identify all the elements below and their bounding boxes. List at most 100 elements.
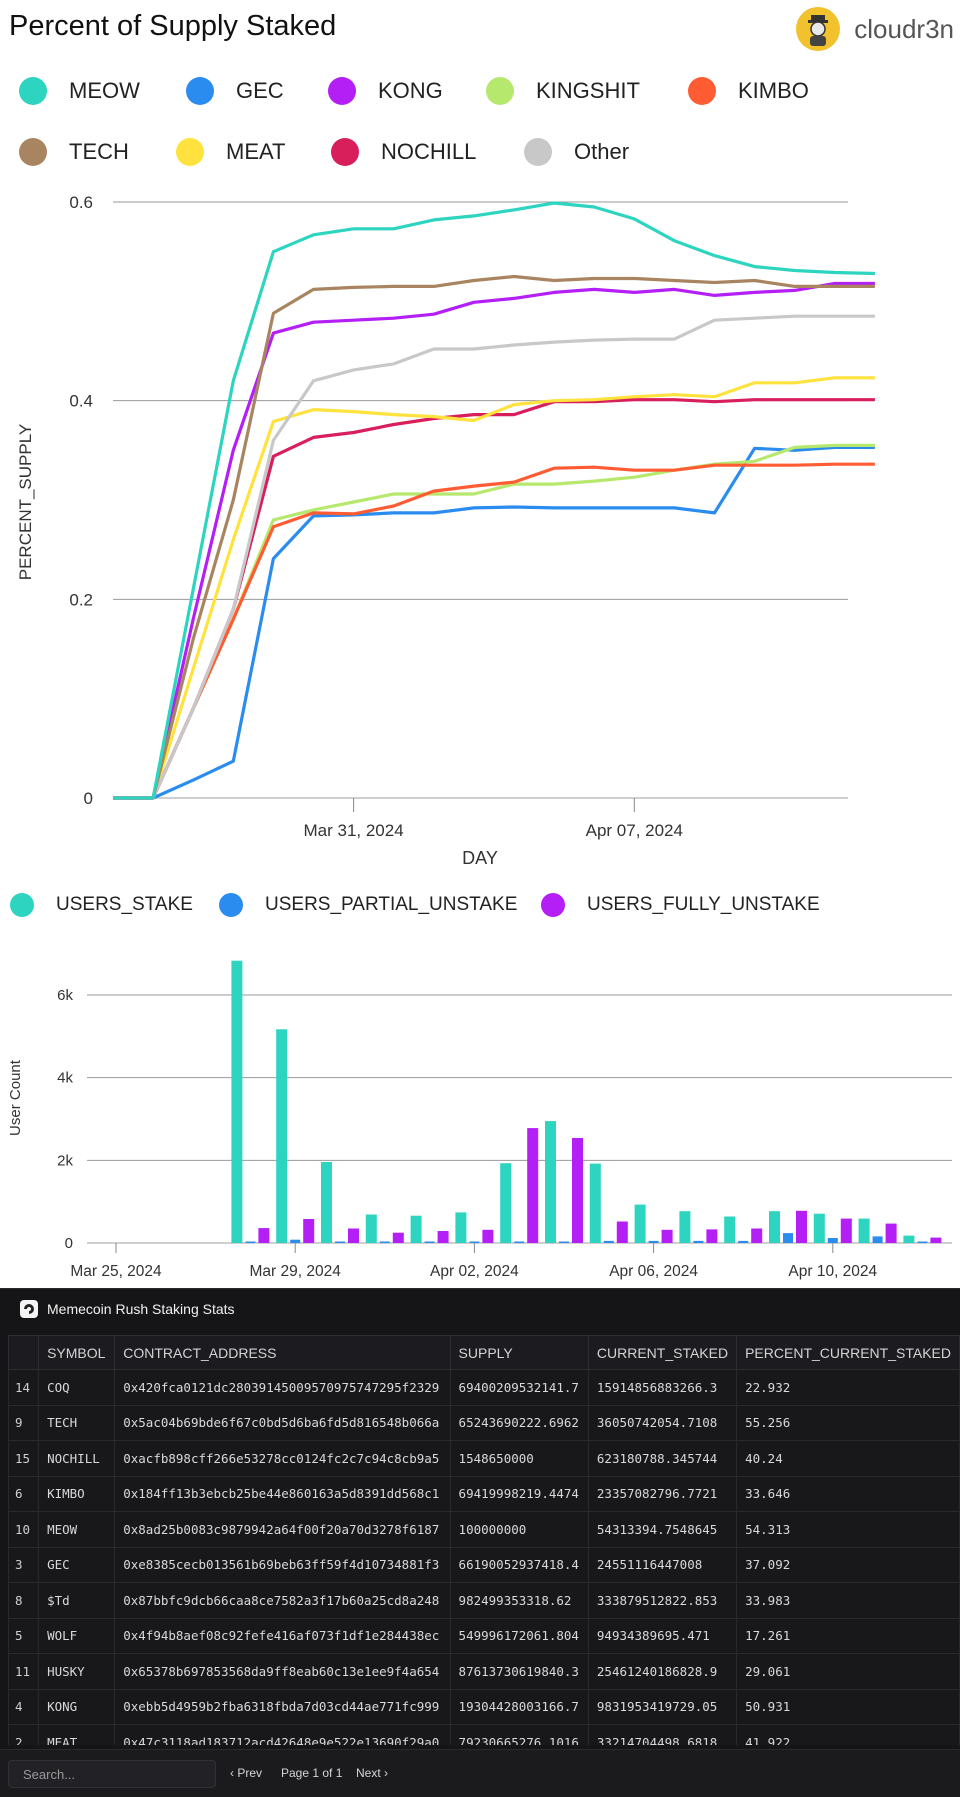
column-header[interactable]: CONTRACT_ADDRESS (114, 1335, 451, 1370)
table-row[interactable]: 5 WOLF 0x4f94b8aef08c92fefe416af073f1df1e2… (8, 1617, 960, 1654)
table-cell: 0x4f94b8aef08c92fefe416af073f1df1e284438… (114, 1617, 451, 1654)
table-cell: 0xacfb898cff266e53278cc0124fc2c7c94c8cb9… (114, 1440, 451, 1477)
legend-item-nochill[interactable]: NOCHILL (331, 138, 476, 166)
table-cell: 11 (8, 1653, 40, 1690)
legend-item-kong[interactable]: KONG (328, 77, 443, 105)
legend-swatch (219, 893, 243, 917)
table-cell: 66190052937418.4 (449, 1546, 589, 1583)
table-cell: 23357082796.7721 (587, 1475, 738, 1512)
table-row[interactable]: 10 MEOW 0x8ad25b0083c9879942a64f00f20a70d3… (8, 1511, 960, 1548)
table-container[interactable]: SYMBOL CONTRACT_ADDRESS SUPPLY CURRENT_STAK… (8, 1335, 960, 1745)
page-indicator: Page 1 of 1 (281, 1766, 343, 1780)
table-cell: 10 (8, 1511, 40, 1548)
page-title: Percent of Supply Staked (9, 10, 337, 42)
y-axis-title: User Count (7, 1059, 24, 1136)
x-tick-label: Apr 10, 2024 (788, 1263, 877, 1280)
table-cell: 0x420fca0121dc28039145009570975747295f23… (114, 1369, 451, 1406)
table-cell: NOCHILL (38, 1440, 116, 1477)
table-cell: 87613730619840.3 (449, 1653, 589, 1690)
bar-users-stake (813, 1213, 825, 1243)
bar-users-stake (724, 1216, 736, 1243)
bar-users-fully-unstake (527, 1128, 539, 1243)
legend-item-kingshit[interactable]: KINGSHIT (486, 77, 640, 105)
search-input[interactable] (8, 1760, 216, 1788)
legend-item-users_fully_unstake[interactable]: USERS_FULLY_UNSTAKE (541, 893, 820, 917)
table-cell: 55.256 (736, 1404, 960, 1441)
table-cell: MEOW (38, 1511, 116, 1548)
bar-users-fully-unstake (392, 1232, 404, 1243)
table-cell: MEAT (38, 1724, 116, 1745)
column-header[interactable]: CURRENT_STAKED (587, 1335, 738, 1370)
bar-users-stake (545, 1121, 556, 1243)
bar-users-stake (365, 1214, 377, 1243)
bar-users-fully-unstake (796, 1210, 807, 1243)
legend-swatch (186, 77, 214, 105)
legend-swatch (486, 77, 514, 105)
table-cell: TECH (38, 1404, 116, 1441)
table-cell: 0x184ff13b3ebcb25be44e860163a5d8391dd568… (114, 1475, 451, 1512)
table-cell: KONG (38, 1688, 116, 1725)
bar-users-partial-unstake (514, 1241, 525, 1243)
legend-label: KONG (378, 78, 443, 103)
legend-item-gec[interactable]: GEC (186, 77, 284, 105)
table-cell: 1548650000 (449, 1440, 589, 1477)
column-header[interactable]: SUPPLY (449, 1335, 589, 1370)
bar-users-partial-unstake (290, 1239, 301, 1243)
legend-item-users_partial_unstake[interactable]: USERS_PARTIAL_UNSTAKE (219, 893, 517, 917)
table-cell: 94934389695.471 (587, 1617, 738, 1654)
bar-users-stake (321, 1162, 332, 1243)
bar-users-partial-unstake (379, 1241, 390, 1243)
table-row[interactable]: 8 $Td 0x87bbfc9dcb66caa8ce7582a3f17b60a25c… (8, 1582, 960, 1619)
table-row[interactable]: 4 KONG 0xebb5d4959b2fba6318fbda7d03cd44ae7… (8, 1688, 960, 1725)
prev-page-button[interactable]: ‹ Prev (230, 1766, 263, 1780)
legend-label: MEAT (226, 139, 286, 164)
legend-item-meat[interactable]: MEAT (176, 138, 285, 166)
bar-users-partial-unstake (469, 1241, 480, 1243)
table-cell: 549996172061.804 (449, 1617, 589, 1654)
bar-users-fully-unstake (437, 1231, 449, 1243)
y-tick-label: 0 (84, 789, 93, 808)
bar-users-fully-unstake (303, 1219, 315, 1243)
table-row[interactable]: 9 TECH 0x5ac04b69bde6f67c0bd5d6ba6fd5d8165… (8, 1404, 960, 1441)
legend-swatch (328, 77, 356, 105)
table-row[interactable]: 14 COQ 0x420fca0121dc280391450095709757472… (8, 1369, 960, 1406)
bar-users-fully-unstake (706, 1229, 718, 1243)
series-line-meat (113, 376, 875, 800)
bar-users-stake (903, 1235, 915, 1243)
x-tick-label: Mar 25, 2024 (70, 1263, 162, 1280)
table-cell: COQ (38, 1369, 116, 1406)
bar-users-fully-unstake (616, 1221, 628, 1243)
next-page-button[interactable]: Next › (356, 1766, 389, 1780)
x-tick-label: Apr 07, 2024 (586, 821, 683, 840)
bar-users-fully-unstake (930, 1237, 942, 1243)
table-icon (20, 1300, 38, 1318)
table-cell: 15914856883266.3 (587, 1369, 738, 1406)
y-tick-label: 6k (57, 987, 73, 1004)
legend-item-other[interactable]: Other (524, 138, 629, 166)
table-row[interactable]: 6 KIMBO 0x184ff13b3ebcb25be44e860163a5d839… (8, 1475, 960, 1512)
bar-users-partial-unstake (335, 1241, 345, 1243)
legend-item-tech[interactable]: TECH (19, 138, 129, 166)
column-header[interactable] (8, 1335, 40, 1370)
column-header[interactable]: PERCENT_CURRENT_STAKED (736, 1335, 960, 1370)
bar-users-fully-unstake (885, 1223, 897, 1243)
table-cell: 982499353318.62 (449, 1582, 589, 1619)
legend-item-users_stake[interactable]: USERS_STAKE (10, 893, 193, 917)
table-cell: 6 (8, 1475, 40, 1512)
legend-swatch (19, 138, 47, 166)
table-cell: 17.261 (736, 1617, 960, 1654)
table-cell: 40.24 (736, 1440, 960, 1477)
bar-users-partial-unstake (872, 1236, 883, 1243)
panel-title: Memecoin Rush Staking Stats (47, 1301, 235, 1317)
table-cell: 37.092 (736, 1546, 960, 1583)
legend-item-meow[interactable]: MEOW (19, 77, 140, 105)
table-row[interactable]: 15 NOCHILL 0xacfb898cff266e53278cc0124fc2c… (8, 1440, 960, 1477)
table-cell: 69419998219.4474 (449, 1475, 589, 1512)
bar-users-partial-unstake (693, 1240, 704, 1243)
table-row[interactable]: 11 HUSKY 0x65378b697853568da9ff8eab60c13e1… (8, 1653, 960, 1690)
table-row[interactable]: 2 MEAT 0x47c3118ad183712acd42648e9e522e136… (8, 1724, 960, 1745)
column-header[interactable]: SYMBOL (38, 1335, 116, 1370)
legend-item-kimbo[interactable]: KIMBO (688, 77, 809, 105)
author-badge[interactable]: cloudr3n (796, 6, 954, 52)
table-row[interactable]: 3 GEC 0xe8385cecb013561b69beb63ff59f4d1073… (8, 1546, 960, 1583)
